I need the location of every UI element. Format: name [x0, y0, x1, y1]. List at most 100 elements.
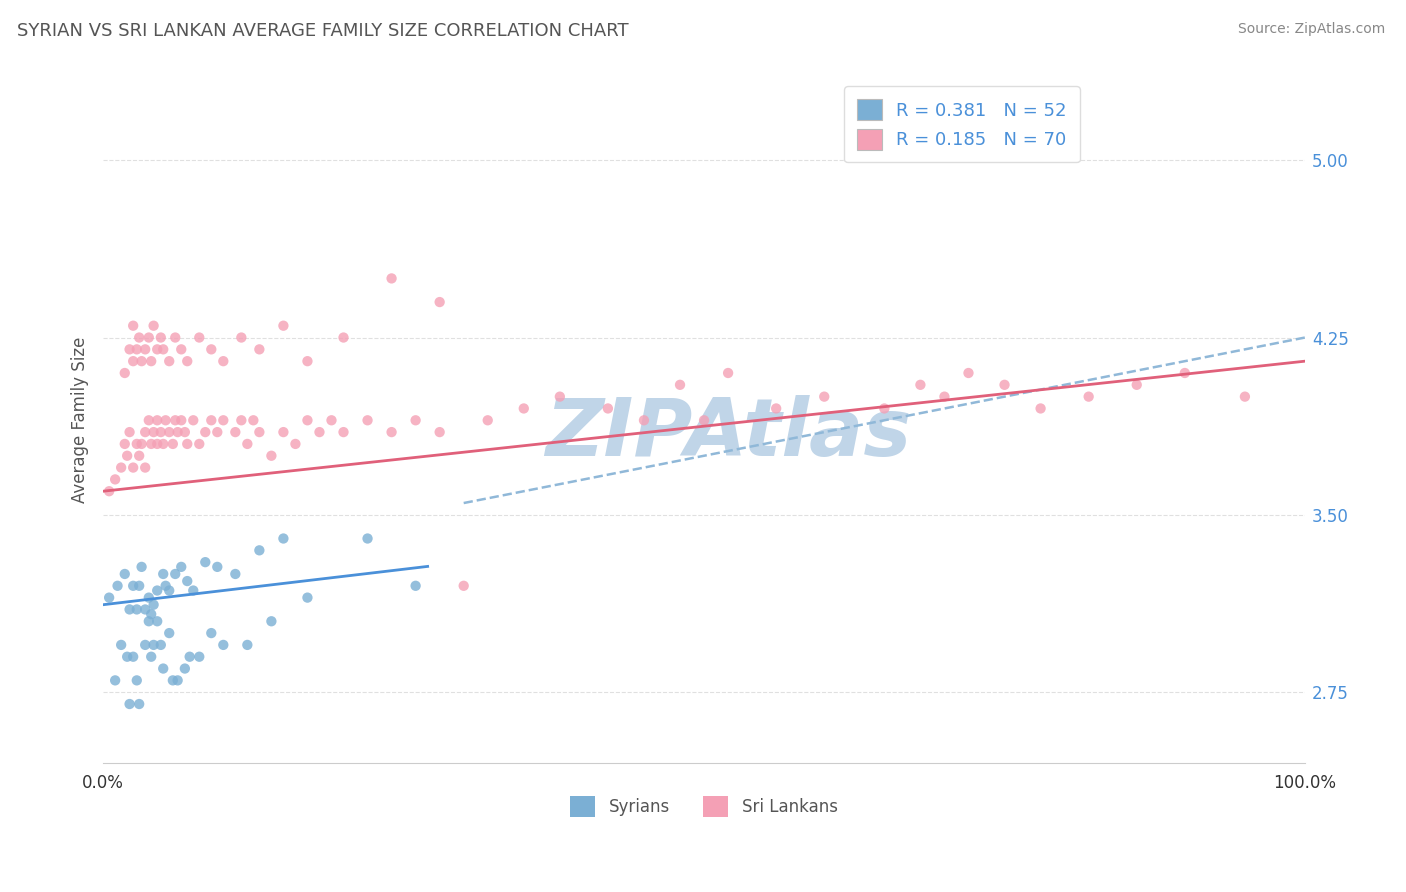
Point [146, 437, 169, 451]
Point [118, 697, 141, 711]
Point [231, 413, 253, 427]
Point [934, 390, 956, 404]
Point [173, 661, 195, 675]
Point [128, 330, 150, 344]
Point [200, 343, 222, 357]
Point [138, 413, 160, 427]
Point [146, 413, 169, 427]
Point [131, 437, 153, 451]
Point [1174, 366, 1197, 380]
Point [146, 583, 169, 598]
Point [107, 579, 129, 593]
Point [157, 583, 180, 598]
Point [141, 649, 163, 664]
Point [142, 638, 165, 652]
Point [141, 437, 163, 451]
Point [297, 354, 319, 368]
Point [125, 343, 148, 357]
Point [207, 425, 229, 439]
Point [138, 614, 160, 628]
Point [181, 583, 204, 598]
Point [405, 413, 427, 427]
Point [231, 330, 253, 344]
Point [131, 560, 153, 574]
Point [157, 354, 180, 368]
Point [260, 614, 283, 628]
Point [188, 649, 211, 664]
Point [146, 614, 169, 628]
Point [165, 566, 187, 581]
Point [138, 591, 160, 605]
Point [332, 330, 354, 344]
Point [166, 425, 188, 439]
Point [122, 318, 145, 333]
Point [104, 673, 127, 688]
Point [236, 638, 259, 652]
Point [152, 343, 174, 357]
Point [173, 425, 195, 439]
Point [181, 413, 204, 427]
Point [381, 271, 404, 285]
Point [513, 401, 536, 416]
Point [273, 425, 295, 439]
Legend: Syrians, Sri Lankans: Syrians, Sri Lankans [564, 789, 845, 823]
Point [308, 425, 330, 439]
Point [236, 437, 259, 451]
Point [321, 413, 343, 427]
Point [142, 318, 165, 333]
Point [596, 401, 619, 416]
Point [1233, 390, 1256, 404]
Point [717, 366, 740, 380]
Point [110, 460, 132, 475]
Point [669, 377, 692, 392]
Text: Source: ZipAtlas.com: Source: ZipAtlas.com [1237, 22, 1385, 37]
Point [122, 649, 145, 664]
Point [104, 472, 127, 486]
Point [125, 602, 148, 616]
Point [188, 437, 211, 451]
Point [1077, 390, 1099, 404]
Point [115, 649, 138, 664]
Point [162, 437, 184, 451]
Point [693, 413, 716, 427]
Point [170, 343, 193, 357]
Point [134, 602, 156, 616]
Point [142, 598, 165, 612]
Point [118, 425, 141, 439]
Point [212, 354, 235, 368]
Point [176, 574, 198, 588]
Point [405, 579, 427, 593]
Point [813, 390, 835, 404]
Point [873, 401, 896, 416]
Point [910, 377, 932, 392]
Point [260, 449, 283, 463]
Point [149, 330, 172, 344]
Y-axis label: Average Family Size: Average Family Size [72, 337, 89, 503]
Point [155, 413, 177, 427]
Point [149, 638, 172, 652]
Point [118, 343, 141, 357]
Point [170, 560, 193, 574]
Point [165, 413, 187, 427]
Point [284, 437, 307, 451]
Point [200, 413, 222, 427]
Point [114, 437, 136, 451]
Point [152, 566, 174, 581]
Point [1125, 377, 1147, 392]
Point [128, 449, 150, 463]
Point [165, 330, 187, 344]
Point [162, 673, 184, 688]
Point [138, 330, 160, 344]
Point [207, 560, 229, 574]
Point [188, 330, 211, 344]
Point [247, 425, 270, 439]
Point [122, 460, 145, 475]
Point [179, 649, 201, 664]
Point [176, 437, 198, 451]
Point [429, 295, 451, 310]
Point [993, 377, 1015, 392]
Point [1029, 401, 1052, 416]
Point [957, 366, 980, 380]
Point [224, 425, 246, 439]
Point [134, 460, 156, 475]
